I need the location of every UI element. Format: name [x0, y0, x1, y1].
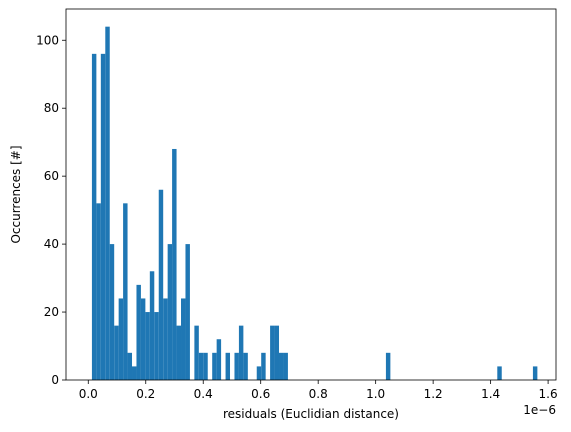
x-tick-label: 0.6 [251, 387, 270, 401]
x-tick-label: 0.0 [79, 387, 98, 401]
y-tick-label: 20 [44, 305, 59, 319]
plot-frame [65, 8, 557, 381]
histogram-bar [136, 284, 141, 380]
histogram-bar [243, 352, 248, 380]
histogram-bar [279, 352, 284, 380]
histogram-bar [114, 325, 119, 380]
y-axis-label: Occurrences [#] [9, 145, 23, 243]
histogram-bar [261, 352, 266, 380]
y-tick-label: 0 [51, 373, 59, 387]
histogram-bar [123, 203, 128, 380]
histogram-bar [91, 53, 97, 380]
x-axis: 0.0 0.2 0.4 0.6 0.8 1.0 1.2 1.4 1.6 [79, 380, 558, 401]
histogram-bar [185, 244, 190, 380]
x-tick-label: 0.4 [194, 387, 213, 401]
x-axis-label: residuals (Euclidian distance) [223, 407, 399, 421]
histogram-bar [105, 26, 110, 380]
histogram-bar [96, 203, 101, 380]
y-axis: 0 20 40 60 80 100 [36, 33, 66, 387]
histogram-bar [274, 325, 280, 380]
histogram-bar [212, 352, 217, 380]
histogram-bar [203, 352, 208, 380]
histogram-bar [181, 298, 186, 380]
histogram-bar [270, 325, 275, 380]
histogram-bars [91, 26, 538, 380]
histogram-bar [225, 352, 231, 380]
histogram-bar [497, 366, 502, 380]
histogram-bar [172, 148, 177, 380]
x-tick-label: 1.6 [539, 387, 558, 401]
x-tick-label: 1.0 [366, 387, 385, 401]
histogram-bar [238, 325, 244, 380]
histogram-bar [198, 352, 204, 380]
histogram-bar [118, 298, 124, 380]
x-tick-label: 1.2 [424, 387, 443, 401]
y-tick-label: 100 [36, 33, 59, 47]
histogram-bar [163, 298, 168, 380]
histogram-bar [127, 352, 133, 380]
x-tick-label: 0.2 [136, 387, 155, 401]
histogram-bar [167, 244, 173, 380]
histogram-bar [149, 271, 155, 380]
histogram-bar [158, 189, 164, 380]
histogram-bar [385, 352, 391, 380]
y-tick-label: 40 [44, 237, 59, 251]
histogram-bar [176, 325, 182, 380]
x-tick-label: 0.8 [309, 387, 328, 401]
histogram-bar [140, 298, 146, 380]
x-tick-label: 1.4 [481, 387, 500, 401]
histogram-bar [216, 339, 222, 380]
histogram-bar [154, 312, 159, 380]
histogram-bar [532, 366, 538, 380]
histogram-bar [100, 53, 106, 380]
histogram-bar [283, 352, 288, 380]
histogram-bar [256, 366, 262, 380]
x-axis-offset-label: 1e−6 [523, 403, 556, 417]
histogram-bar [194, 325, 199, 380]
y-tick-label: 60 [44, 169, 59, 183]
y-tick-label: 80 [44, 101, 59, 115]
histogram-bar [234, 352, 239, 380]
histogram-bar [132, 366, 137, 380]
histogram-bar [145, 312, 150, 380]
histogram-bar [109, 244, 115, 380]
